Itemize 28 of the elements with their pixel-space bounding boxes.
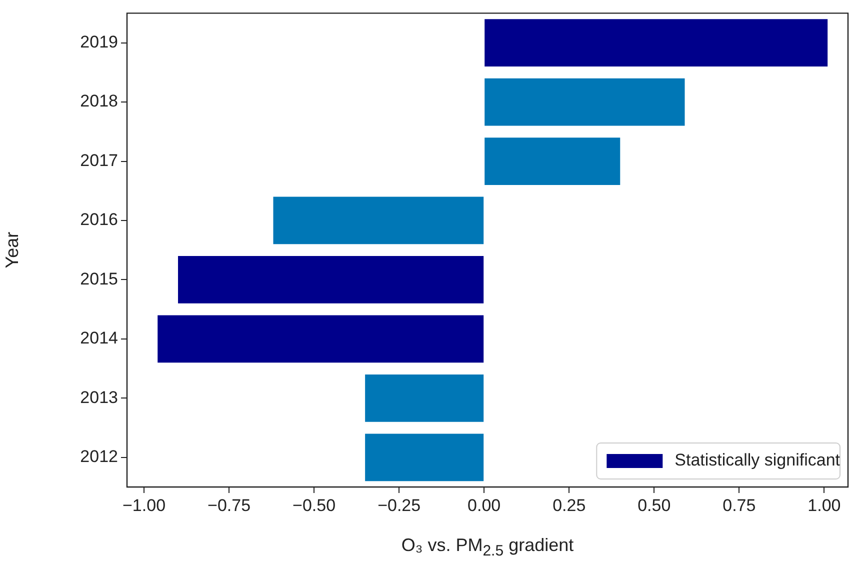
y-tick-label: 2015 xyxy=(80,269,118,288)
bar xyxy=(273,196,484,244)
y-tick-label: 2018 xyxy=(80,92,118,111)
y-tick-label: 2014 xyxy=(80,328,118,348)
bar xyxy=(158,315,484,363)
y-tick-label: 2012 xyxy=(80,447,118,466)
bar xyxy=(484,78,685,126)
x-axis-title: O₃ vs. PM$_{2.5}$ gradient xyxy=(400,535,575,560)
bar xyxy=(365,374,484,422)
x-tick-label: 1.00 xyxy=(808,496,841,515)
legend-label: Statistically significant xyxy=(674,450,840,470)
bar xyxy=(178,256,484,304)
x-tick-label: −0.25 xyxy=(378,496,421,515)
x-tick-label: 0.25 xyxy=(552,496,586,515)
x-tick-label: 0.50 xyxy=(638,496,671,515)
y-tick-label: 2016 xyxy=(80,210,118,230)
bar xyxy=(484,19,828,67)
y-tick-label: 2013 xyxy=(80,388,118,407)
y-tick-label: 2019 xyxy=(80,32,118,52)
x-tick-label: −0.75 xyxy=(208,496,251,515)
x-tick-label: −0.50 xyxy=(292,496,336,515)
x-tick-label: −1.00 xyxy=(122,496,166,515)
y-tick-label: 2017 xyxy=(80,150,118,170)
x-tick-label: 0.75 xyxy=(722,496,756,515)
bar xyxy=(365,434,484,482)
bar xyxy=(484,138,620,185)
y-axis-title: Year xyxy=(2,232,22,268)
x-tick-label: 0.00 xyxy=(468,496,501,515)
